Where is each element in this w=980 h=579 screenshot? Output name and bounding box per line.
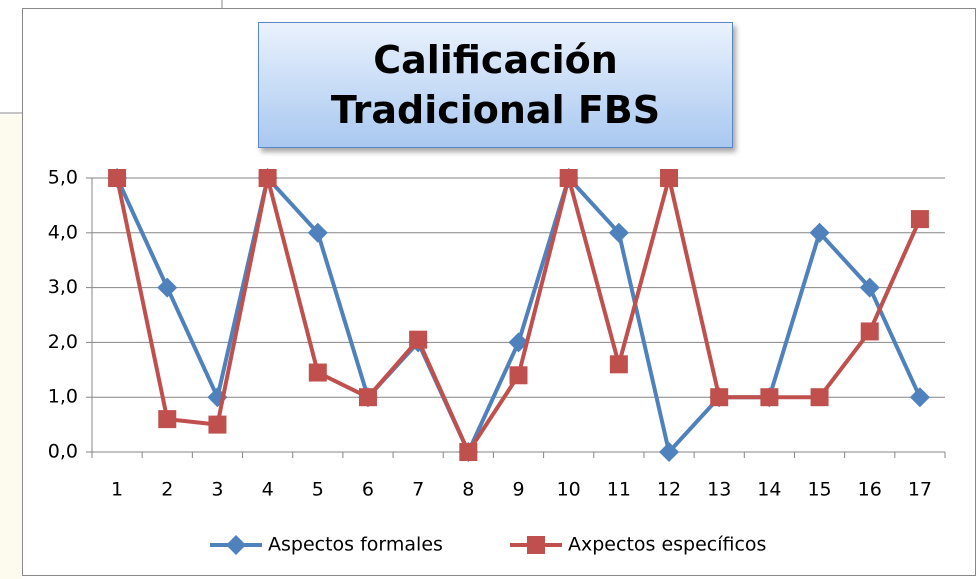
- data-point: [157, 277, 178, 298]
- side-panel: [0, 115, 22, 579]
- data-point: [108, 169, 127, 187]
- data-point: [559, 169, 578, 187]
- x-tick-label: 17: [908, 479, 932, 501]
- data-point: [258, 169, 277, 187]
- x-tick-label: 10: [557, 479, 581, 501]
- data-point: [208, 415, 227, 434]
- legend-marker: [527, 536, 545, 554]
- x-tick-label: 12: [657, 479, 681, 501]
- x-tick-label: 1: [111, 479, 123, 501]
- data-point: [508, 332, 529, 353]
- data-point: [609, 355, 628, 374]
- y-tick-label: 4,0: [48, 221, 78, 243]
- y-tick-label: 0,0: [48, 441, 78, 463]
- x-tick-label: 5: [312, 479, 324, 501]
- x-tick-label: 11: [607, 479, 631, 501]
- data-point: [859, 277, 880, 298]
- x-tick-label: 2: [161, 479, 173, 501]
- data-point: [910, 210, 929, 229]
- legend-label: Axpectos específicos: [568, 534, 766, 556]
- data-point: [810, 388, 829, 407]
- chart-title: Calificación Tradicional FBS: [258, 22, 733, 148]
- x-tick-label: 8: [462, 479, 474, 501]
- y-tick-label: 5,0: [48, 167, 78, 189]
- x-tick-label: 9: [512, 479, 524, 501]
- x-tick-label: 14: [757, 479, 781, 501]
- y-tick-label: 1,0: [48, 386, 78, 408]
- data-point: [308, 363, 327, 382]
- data-point: [760, 388, 779, 407]
- data-point: [358, 388, 377, 407]
- y-tick-label: 2,0: [48, 331, 78, 353]
- data-point: [710, 388, 729, 407]
- data-point: [909, 387, 930, 408]
- data-point: [660, 169, 679, 187]
- legend-label: Aspectos formales: [268, 534, 443, 556]
- x-tick-label: 13: [707, 479, 731, 501]
- legend-marker: [226, 535, 246, 555]
- data-point: [608, 222, 629, 243]
- x-tick-label: 3: [211, 479, 223, 501]
- data-point: [809, 222, 830, 243]
- data-point: [659, 442, 680, 462]
- data-point: [459, 443, 478, 461]
- y-tick-label: 3,0: [48, 276, 78, 298]
- x-tick-label: 6: [362, 479, 374, 501]
- data-point: [307, 222, 328, 243]
- x-tick-label: 16: [858, 479, 882, 501]
- x-tick-label: 4: [262, 479, 274, 501]
- data-point: [409, 330, 428, 349]
- x-tick-label: 15: [807, 479, 831, 501]
- x-tick-label: 7: [412, 479, 424, 501]
- data-point: [158, 410, 177, 429]
- data-point: [860, 322, 879, 341]
- data-point: [509, 366, 528, 385]
- plot: 0,01,02,03,04,05,01 2 3 4 5 6 7 8 9 10 11 12 13 14 15 1…: [48, 167, 946, 556]
